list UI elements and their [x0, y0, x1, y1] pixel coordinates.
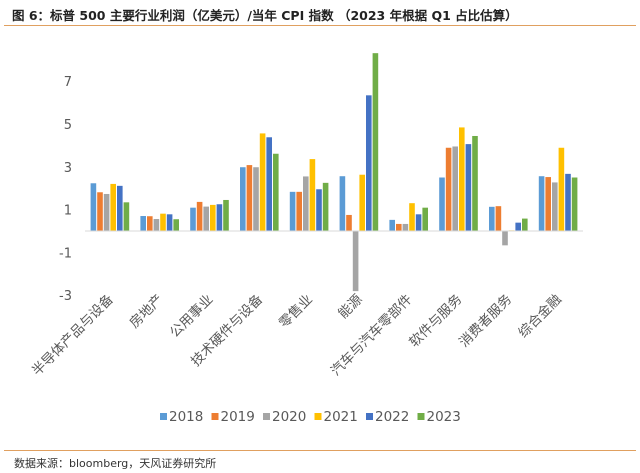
bar-2020-8: [502, 231, 508, 246]
bar-2022-1: [166, 214, 173, 231]
bar-2023-6: [422, 207, 428, 231]
bar-2022-0: [117, 185, 123, 231]
bar-2023-8: [522, 218, 528, 231]
bar-2018-3: [240, 167, 246, 231]
y-tick-label: 3: [64, 161, 72, 176]
bar-2021-7: [459, 127, 465, 231]
bar-2018-9: [538, 176, 545, 231]
bar-2021-3: [259, 133, 266, 231]
bar-2020-7: [452, 146, 458, 231]
bar-2020-5: [352, 231, 359, 292]
legend-swatch-2023: [417, 413, 425, 420]
bar-2018-4: [289, 191, 296, 231]
bar-2021-1: [160, 213, 166, 231]
source-note: 数据来源：bloomberg，天风证券研究所: [14, 457, 217, 470]
bar-2023-2: [223, 199, 229, 231]
legend-label-2021: 2021: [324, 409, 358, 425]
bar-2022-9: [565, 173, 571, 231]
category-label: 综合金融: [515, 291, 565, 341]
bar-2021-2: [210, 204, 216, 231]
category-label: 能源: [335, 291, 366, 322]
figure-title: 图 6：标普 500 主要行业利润（亿美元）/当年 CPI 指数 （2023 年…: [12, 8, 518, 23]
bar-2020-1: [153, 219, 160, 231]
legend-label-2018: 2018: [169, 409, 203, 425]
legend-swatch-2018: [160, 413, 167, 420]
bar-2023-1: [173, 219, 179, 231]
bar-2019-1: [147, 216, 153, 231]
y-tick-label: -3: [59, 289, 72, 304]
bar-2018-6: [389, 219, 395, 231]
bar-2021-6: [409, 203, 415, 231]
bar-2022-4: [316, 189, 322, 231]
bar-2022-2: [216, 204, 223, 231]
bar-2021-0: [110, 183, 116, 231]
bar-2019-9: [545, 177, 551, 231]
legend-swatch-2020: [263, 413, 270, 420]
legend-label-2019: 2019: [221, 409, 255, 425]
bar-2018-2: [190, 207, 196, 231]
bar-2020-6: [402, 223, 409, 231]
bar-2021-9: [558, 147, 565, 231]
bar-2019-5: [346, 214, 352, 231]
bar-2019-3: [246, 165, 253, 231]
bar-2019-4: [296, 191, 302, 231]
bar-2023-3: [273, 153, 279, 231]
legend-label-2023: 2023: [427, 409, 461, 425]
bar-2022-3: [266, 137, 272, 231]
category-label: 汽车与汽车零部件: [327, 291, 415, 379]
legend-label-2022: 2022: [375, 409, 409, 425]
bar-2022-6: [415, 214, 422, 231]
category-label: 公用事业: [167, 292, 216, 341]
bar-2018-5: [339, 176, 346, 231]
legend-label-2020: 2020: [272, 409, 306, 425]
bar-2018-8: [489, 206, 495, 231]
bar-2021-4: [309, 159, 316, 231]
bar-2020-9: [552, 182, 558, 231]
bar-2020-0: [103, 193, 110, 231]
bar-2019-8: [495, 206, 502, 231]
category-label: 半导体产品与设备: [28, 290, 117, 379]
category-label: 消费者服务: [456, 292, 515, 351]
bar-2023-9: [571, 177, 578, 231]
legend-swatch-2021: [314, 413, 322, 420]
legend-swatch-2019: [211, 413, 219, 420]
bar-2020-4: [303, 176, 309, 231]
bar-2018-7: [439, 177, 445, 231]
legend-swatch-2022: [366, 413, 373, 420]
y-tick-label: 5: [64, 118, 72, 133]
bar-2023-0: [123, 202, 130, 231]
bar-2023-7: [472, 135, 478, 231]
bar-2019-6: [396, 223, 402, 231]
bar-2022-7: [465, 144, 472, 231]
category-label: 零售业: [276, 292, 316, 332]
bar-2019-2: [196, 201, 203, 231]
bar-2022-8: [515, 222, 521, 231]
bar-2019-7: [445, 147, 452, 231]
bar-2023-4: [322, 182, 329, 231]
bar-2020-2: [203, 206, 209, 231]
bar-2022-5: [366, 95, 372, 231]
bar-2020-3: [253, 167, 259, 231]
y-tick-label: -1: [59, 246, 72, 261]
bar-2019-0: [97, 192, 103, 231]
category-label: 软件与服务: [406, 292, 465, 351]
bar-2018-0: [90, 183, 97, 231]
top-divider: [4, 25, 636, 26]
bar-2021-5: [359, 174, 365, 231]
bottom-divider: [4, 450, 636, 451]
bar-2018-1: [140, 216, 146, 231]
category-label: 房地产: [127, 292, 167, 332]
y-tick-label: 7: [64, 75, 72, 90]
y-tick-label: 1: [64, 204, 72, 219]
bar-2023-5: [372, 53, 379, 231]
